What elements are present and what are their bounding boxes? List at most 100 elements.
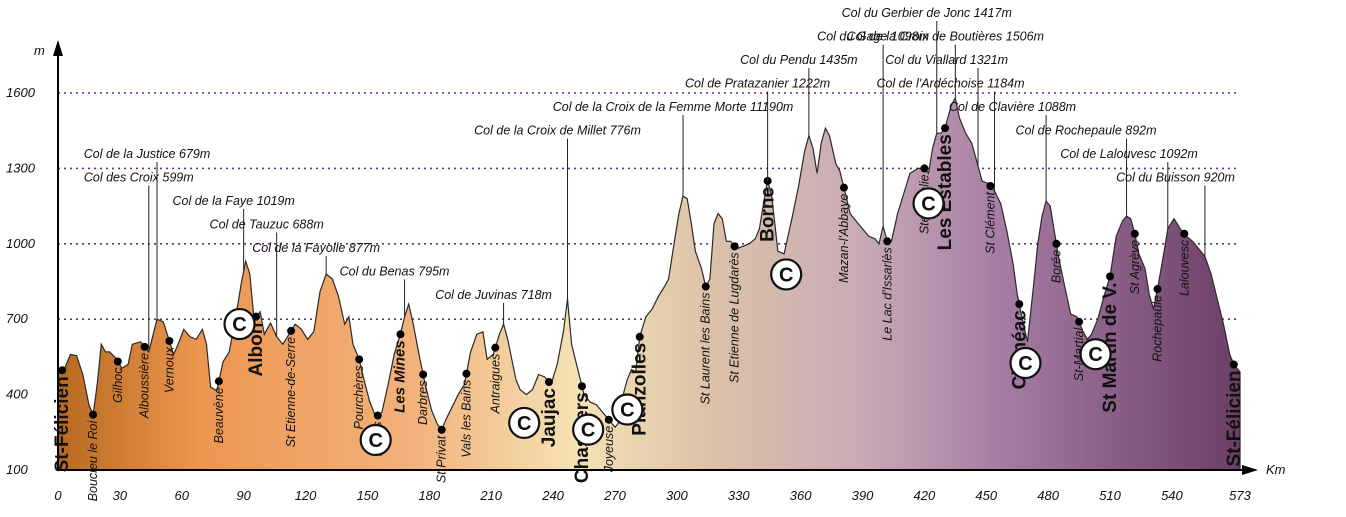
town-label: Albon — [246, 323, 267, 377]
x-tick-label: 150 — [357, 488, 379, 503]
camping-letter: C — [581, 420, 595, 442]
town-label: Les Estables — [935, 134, 956, 250]
town-labels: St-Félicien Boucieu le Roi Gilhoc Alboussiè… — [52, 134, 1245, 501]
town-marker — [1075, 317, 1084, 326]
camping-badge — [572, 413, 605, 446]
town-marker — [214, 377, 223, 386]
town-marker — [1229, 360, 1238, 369]
town-marker — [883, 237, 892, 246]
camping-icon: C — [770, 258, 803, 291]
x-tick-label: 120 — [295, 488, 317, 503]
camping-badge — [1079, 338, 1112, 371]
camping-badge — [1009, 346, 1042, 380]
pass-label: Col de Rochepaule 892m — [1015, 124, 1156, 138]
pass-label: Col de la Faye 1019m — [173, 194, 295, 208]
camping-letter: C — [620, 400, 634, 422]
x-tick-label: 270 — [603, 488, 626, 503]
x-tick-label: 90 — [236, 488, 251, 503]
pass-label: Col de Tauzuc 688m — [210, 218, 324, 232]
pass-labels: Col des Croix 599m Col de la Justice 679m… — [84, 6, 1235, 352]
town-label: St Etienne de Lugdarès — [728, 252, 742, 383]
y-tick-label: 100 — [6, 462, 28, 477]
town-label: St Agrève — [1128, 240, 1142, 294]
town-marker — [355, 355, 364, 364]
x-tick-label: 360 — [790, 488, 812, 503]
location-markers — [58, 124, 1238, 434]
x-tick-label: 240 — [541, 488, 564, 503]
camping-badge — [611, 393, 644, 426]
town-label: Borne — [758, 187, 779, 242]
pass-label: Col du Benas 795m — [340, 265, 450, 279]
town-label: Mazan-l'Abbaye — [837, 194, 851, 283]
camping-letter: C — [921, 193, 935, 215]
town-marker — [89, 410, 98, 419]
camping-letter: C — [517, 413, 531, 435]
x-tick-label: 300 — [666, 488, 688, 503]
pass-label: Col de la Justice 679m — [84, 147, 210, 161]
camping-icon: C — [611, 393, 644, 426]
elevation-area — [57, 96, 1241, 471]
town-marker — [437, 425, 446, 434]
town-label: St Martin de V. — [1100, 282, 1121, 412]
town-marker — [544, 378, 553, 387]
x-tick-label: 420 — [914, 488, 936, 503]
camping-letter: C — [1088, 344, 1102, 366]
town-marker — [1180, 229, 1189, 238]
town-label: St Etienne-de-Serre — [284, 337, 298, 448]
y-tick-label: 1600 — [6, 85, 36, 100]
x-tick-label: 390 — [852, 488, 874, 503]
tick-labels: 0 30 60 90 120 150 180 210 240 270 300 330 360 390 420… — [6, 85, 1252, 503]
town-marker — [941, 124, 950, 133]
town-label: Beauvène — [212, 387, 226, 443]
x-axis-label: Km — [1266, 462, 1286, 477]
pass-label: Col des Croix 599m — [84, 171, 194, 185]
camping-badge — [770, 258, 803, 291]
x-tick-label: 510 — [1099, 488, 1121, 503]
town-label: Alboussière — [138, 353, 152, 419]
town-label: Boucieu le Roi — [86, 419, 100, 501]
town-label: St-Félicien — [52, 376, 73, 472]
town-marker — [491, 343, 500, 352]
camping-icon: C — [912, 187, 945, 220]
pass-label: Col du Buisson 920m — [1116, 171, 1235, 185]
town-marker — [373, 411, 382, 420]
town-marker — [165, 336, 174, 345]
town-marker — [462, 369, 471, 378]
town-label: St Privat — [435, 435, 449, 483]
x-tick-label: 573 — [1229, 488, 1251, 503]
x-tick-label: 450 — [975, 488, 997, 503]
town-marker — [701, 282, 710, 291]
camping-badge — [912, 187, 945, 220]
x-tick-label: 480 — [1037, 488, 1059, 503]
town-label: St Laurent les Bains — [699, 293, 713, 405]
pass-label: Col de la Croix de Boutières 1506m — [847, 30, 1044, 44]
town-marker — [419, 370, 428, 379]
camping-badge — [359, 423, 392, 457]
camp-markers: C C C C C C C C C — [223, 187, 1112, 457]
x-tick-label: 180 — [418, 488, 440, 503]
y-tick-label: 1300 — [6, 160, 36, 175]
town-label: Le Lac d'Issarlès — [880, 247, 894, 340]
pass-label: Col de Clavière 1088m — [949, 100, 1076, 114]
x-tick-label: 30 — [113, 488, 128, 503]
town-marker — [920, 164, 929, 173]
y-tick-label: 400 — [6, 387, 28, 402]
town-marker — [839, 183, 848, 192]
camping-icon: C — [1079, 338, 1112, 371]
town-marker — [986, 181, 995, 190]
pass-label: Col de la Croix de la Femme Morte 11190m — [553, 100, 794, 114]
town-label: Vals les Bains — [459, 380, 473, 458]
town-marker — [113, 357, 122, 366]
town-label: Vernoux — [162, 346, 176, 393]
pass-label: Col de la Fayolle 877m — [252, 241, 380, 255]
axes: m Km — [34, 40, 1286, 477]
camping-letter: C — [368, 430, 382, 452]
town-marker — [140, 342, 149, 351]
y-axis-label: m — [34, 43, 45, 58]
town-label: Les Mines — [391, 340, 408, 413]
pass-label: Col du Gage 1098m — [817, 30, 929, 44]
town-marker — [1106, 272, 1115, 281]
x-tick-label: 210 — [479, 488, 502, 503]
x-tick-label: 0 — [54, 488, 62, 503]
